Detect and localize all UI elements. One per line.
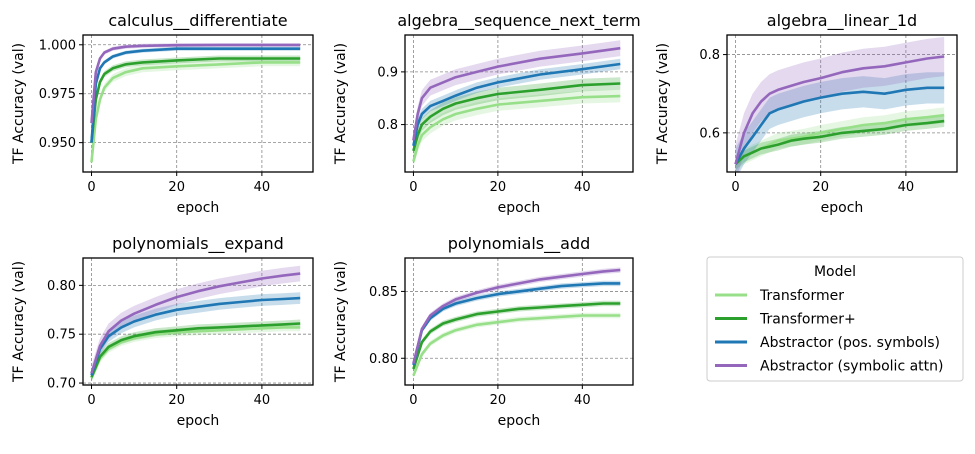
x-axis-label: epoch (498, 200, 541, 216)
legend-title: Model (814, 264, 856, 280)
x-tick-label: 40 (898, 180, 915, 195)
chart-panel: polynomials__add 0 20 40 0.80 0.85 epoch TF Acc… (333, 234, 634, 429)
y-tick-label: 0.8 (699, 48, 720, 63)
x-tick-label: 0 (731, 180, 739, 195)
y-tick-label: 0.950 (39, 136, 76, 151)
series-line (412, 314, 621, 377)
series-band (413, 77, 621, 158)
series-line (90, 47, 301, 143)
plot-frame (404, 257, 634, 386)
y-axis-label: TF Accuracy (val) (333, 261, 349, 383)
plot-frame (82, 257, 314, 386)
series-line (412, 94, 621, 162)
plot-frame (726, 34, 958, 173)
series-line (90, 57, 301, 143)
plot-area (90, 265, 301, 383)
x-tick-label: 40 (574, 180, 591, 195)
plot-area (412, 267, 621, 379)
series-line (734, 55, 945, 165)
y-tick-label: 0.80 (47, 279, 76, 294)
x-axis-label: epoch (177, 413, 220, 429)
x-axis-label: epoch (821, 200, 864, 216)
legend-label: Transformer+ (759, 312, 856, 328)
x-tick-label: 0 (409, 393, 417, 408)
legend-label: Abstractor (pos. symbols) (760, 335, 940, 351)
legend-label: Transformer (759, 288, 844, 304)
series-band (91, 292, 301, 382)
x-tick-label: 20 (490, 393, 507, 408)
series-line (90, 296, 301, 376)
y-tick-label: 0.975 (39, 87, 76, 102)
legend-box (706, 256, 964, 382)
x-tick-label: 0 (87, 393, 95, 408)
y-axis-label: TF Accuracy (val) (11, 261, 27, 383)
chart-panel: algebra__linear_1d 0 20 40 0.6 0.8 epoch TF Acc… (655, 11, 958, 216)
series-band (413, 300, 621, 372)
series-band (413, 40, 621, 149)
y-tick-label: 1.000 (39, 38, 76, 53)
x-tick-label: 0 (87, 180, 95, 195)
x-tick-label: 40 (254, 180, 271, 195)
series-line (412, 46, 621, 141)
y-axis-label: TF Accuracy (val) (333, 43, 349, 165)
plot-area (734, 37, 945, 172)
series-band (735, 115, 945, 170)
y-tick-label: 0.8 (377, 118, 398, 133)
series-band (413, 312, 621, 379)
y-axis-label: TF Accuracy (val) (655, 43, 671, 165)
chart-panel: calculus__differentiate 0 20 40 0.950 0.975 1.… (11, 11, 314, 216)
chart-panel: algebra__sequence_next_term 0 20 40 0.8 0.9 ep… (333, 11, 641, 216)
x-tick-label: 20 (168, 180, 185, 195)
chart-title: polynomials__add (448, 234, 591, 254)
series-line (90, 326, 301, 379)
series-line (412, 268, 621, 364)
series-line (90, 322, 301, 378)
x-axis-label: epoch (498, 413, 541, 429)
y-tick-label: 0.80 (369, 352, 398, 367)
x-tick-label: 20 (490, 180, 507, 195)
y-tick-label: 0.9 (377, 65, 398, 80)
chart-title: algebra__sequence_next_term (397, 11, 640, 31)
series-line (412, 62, 621, 146)
chart-title: polynomials__expand (112, 234, 284, 254)
x-tick-label: 20 (812, 180, 829, 195)
series-band (735, 72, 945, 172)
y-tick-label: 0.75 (47, 328, 76, 343)
legend: Model Transformer Transformer+ Abstractor (… (706, 256, 964, 382)
series-band (735, 37, 945, 172)
x-tick-label: 0 (409, 180, 417, 195)
plot-frame (404, 34, 634, 173)
series-band (735, 107, 945, 172)
y-tick-label: 0.70 (47, 377, 76, 392)
y-tick-label: 0.85 (369, 285, 398, 300)
chart-title: algebra__linear_1d (767, 11, 917, 31)
series-line (412, 282, 621, 366)
plot-area (412, 40, 621, 168)
series-line (90, 61, 301, 163)
series-line (734, 119, 945, 166)
series-band (413, 89, 621, 168)
y-axis-label: TF Accuracy (val) (11, 43, 27, 165)
series-line (412, 302, 621, 370)
legend-label: Abstractor (symbolic attn) (760, 359, 944, 375)
series-band (91, 323, 301, 383)
series-line (90, 272, 301, 374)
chart-panel: polynomials__expand 0 20 40 0.70 0.75 0.80 epoc… (11, 234, 314, 429)
y-tick-label: 0.6 (699, 126, 720, 141)
plot-area (90, 43, 301, 167)
x-axis-label: epoch (177, 200, 220, 216)
series-line (734, 86, 945, 165)
x-tick-label: 40 (574, 393, 591, 408)
chart-title: calculus__differentiate (108, 11, 287, 31)
series-line (412, 82, 621, 152)
plot-frame (82, 34, 314, 173)
series-line (90, 43, 301, 124)
x-tick-label: 40 (254, 393, 271, 408)
x-tick-label: 20 (168, 393, 185, 408)
